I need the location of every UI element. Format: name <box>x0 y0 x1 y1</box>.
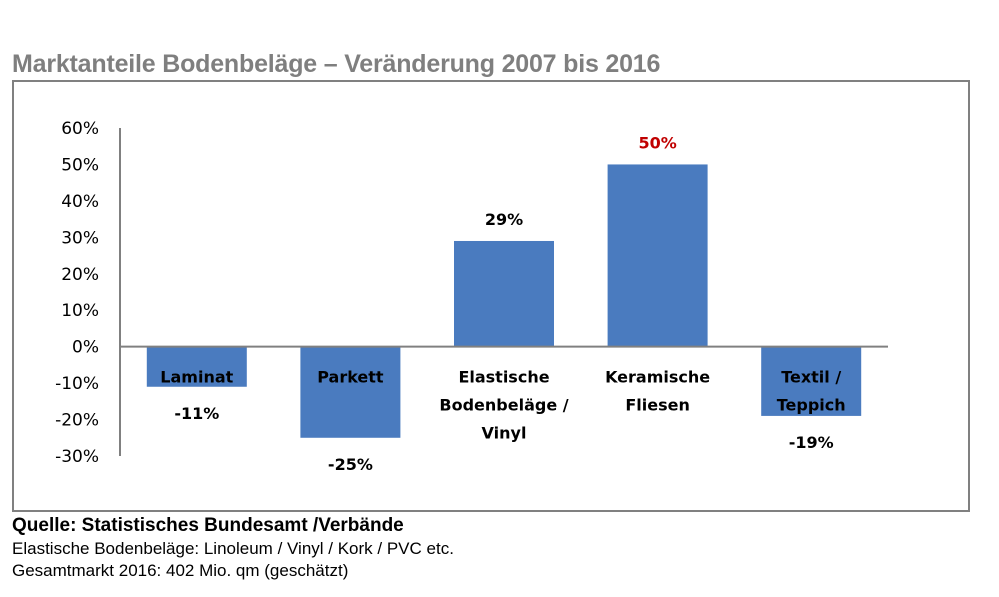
category-label: Keramische <box>605 368 710 387</box>
bars <box>146 164 862 438</box>
source-note: Quelle: Statistisches Bundesamt /Verbänd… <box>12 515 404 536</box>
bar-0 <box>146 346 247 387</box>
y-axis-ticks: 60% 50% 40% 30% 20% 10% 0% -10% -20% -30% <box>55 119 99 467</box>
value-label: 29% <box>485 210 523 229</box>
y-tick-label: 50% <box>61 155 99 175</box>
value-labels: -11% -25% 29% 50% -19% <box>174 133 833 473</box>
category-label: Textil / <box>781 368 841 387</box>
chart-title: Marktanteile Bodenbeläge – Veränderung 2… <box>12 50 661 78</box>
chart-frame <box>12 80 970 512</box>
y-tick-label: 20% <box>61 265 99 285</box>
footnote-elastic: Elastische Bodenbeläge: Linoleum / Vinyl… <box>12 539 454 558</box>
y-tick-label: 40% <box>61 192 99 212</box>
footnote-total-market: Gesamtmarkt 2016: 402 Mio. qm (geschätzt… <box>12 561 349 580</box>
bar-4 <box>761 346 862 416</box>
bar-3 <box>607 164 708 347</box>
category-label: Vinyl <box>482 424 527 443</box>
y-tick-label: 60% <box>61 119 99 139</box>
y-tick-label: -10% <box>55 374 99 394</box>
category-label: Parkett <box>317 368 384 387</box>
category-label: Elastische <box>458 368 549 387</box>
category-label: Bodenbeläge / <box>439 396 568 415</box>
y-tick-label: -30% <box>55 447 99 467</box>
category-label: Laminat <box>160 368 233 387</box>
category-labels: Laminat Parkett Elastische Bodenbeläge / Vin… <box>160 368 845 443</box>
bar-1 <box>300 346 401 438</box>
value-label: -19% <box>789 433 834 452</box>
bar-2 <box>454 240 554 347</box>
value-label: -25% <box>328 455 373 474</box>
category-label: Fliesen <box>625 396 690 415</box>
y-tick-label: 10% <box>61 301 99 321</box>
y-tick-label: 30% <box>61 228 99 248</box>
footer: Quelle: Statistisches Bundesamt /Verbänd… <box>12 514 454 582</box>
y-tick-label: -20% <box>55 411 99 431</box>
value-label: -11% <box>174 404 219 423</box>
y-tick-label: 0% <box>72 338 99 358</box>
category-label: Teppich <box>777 396 846 415</box>
value-label: 50% <box>638 133 676 152</box>
